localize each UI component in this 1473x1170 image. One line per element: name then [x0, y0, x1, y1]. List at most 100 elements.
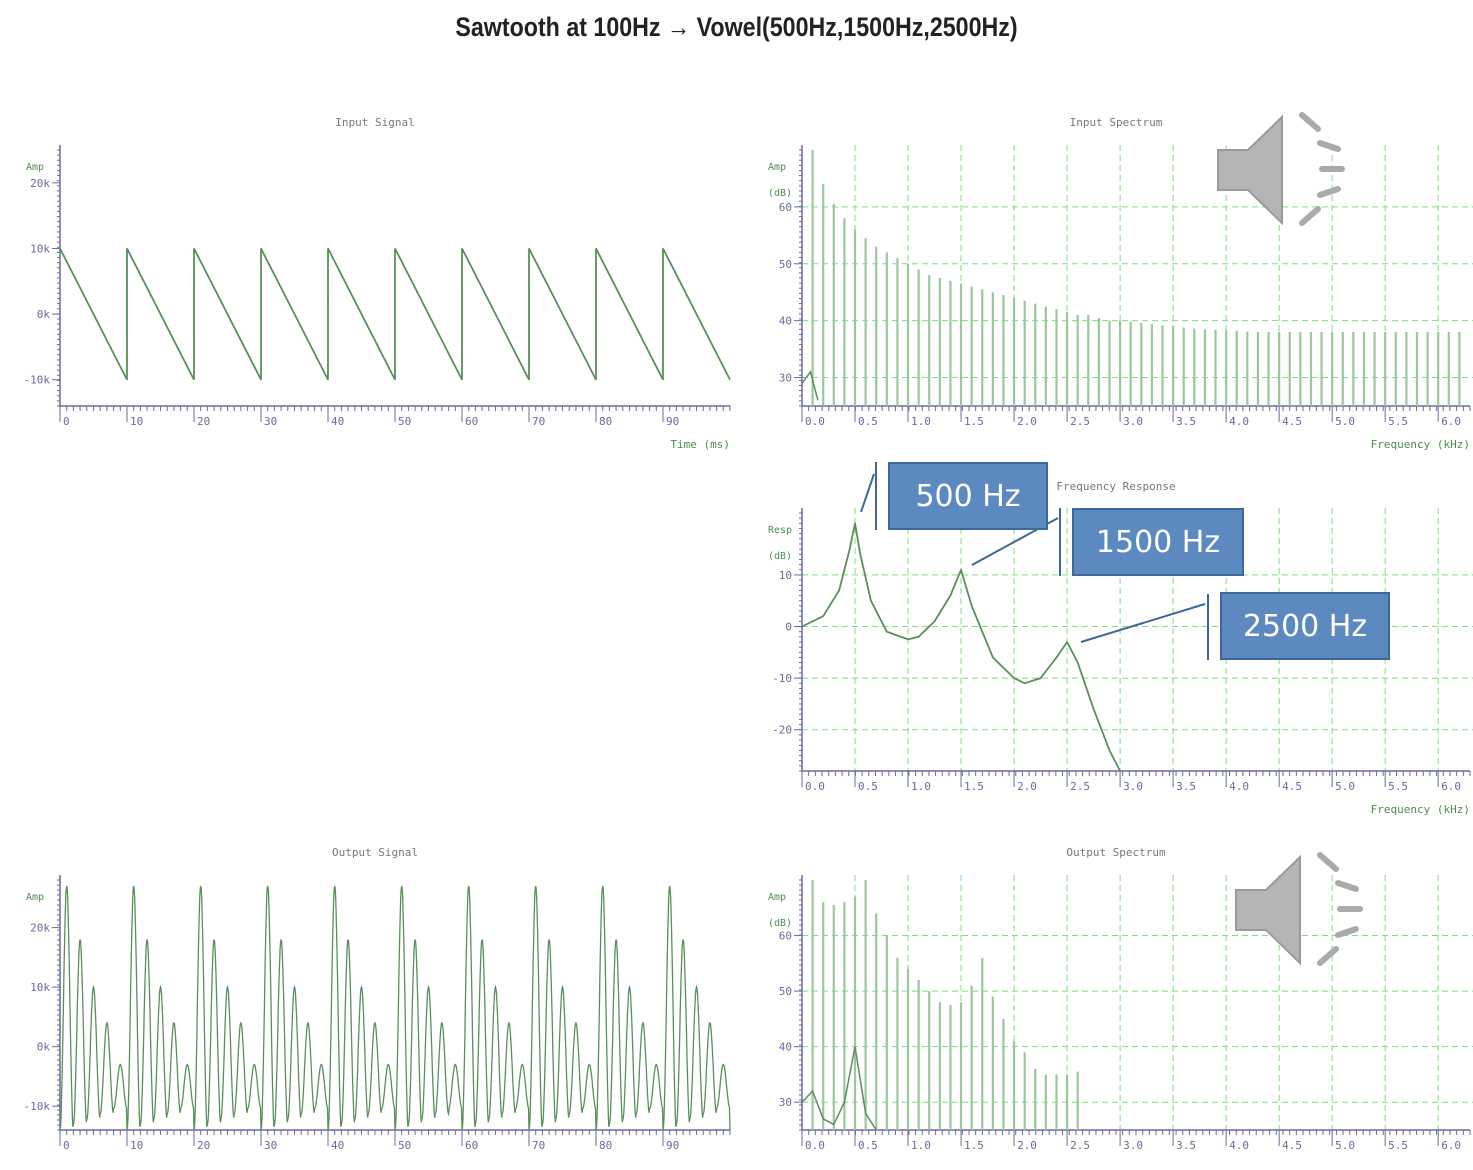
y-tick-label: 0k [37, 308, 51, 321]
output-spectrum-chart: Output Spectrum 0.0 0.5 1.0 1.5 2.0 2.5 3.0 3.5 4… [768, 846, 1473, 1152]
x-tick-label: 0.5 [858, 1139, 878, 1152]
x-tick-label: 0.5 [858, 780, 878, 793]
y-axis-label: Amp [768, 892, 786, 903]
series-line [59, 885, 731, 1131]
sound-wave [1335, 880, 1359, 892]
y-tick-label: 50 [779, 258, 792, 271]
output-spectrum-plot: Output Spectrum 0.0 0.5 1.0 1.5 2.0 2.5 3.0 3.5 4… [740, 840, 1473, 1170]
sound-wave [1317, 186, 1341, 198]
sound-wave [1335, 926, 1359, 938]
sound-wave [1317, 946, 1339, 966]
x-tick-label: 0.0 [805, 780, 825, 793]
y-axis-label: Amp [768, 162, 786, 173]
x-tick-label: 3.5 [1176, 780, 1196, 793]
x-tick-label: 6.0 [1441, 415, 1461, 428]
x-tick-label: 10 [130, 1139, 143, 1152]
x-tick-label: 90 [666, 415, 679, 428]
x-tick-label: 90 [666, 1139, 679, 1152]
x-tick-label: 5.0 [1335, 415, 1355, 428]
x-tick-label: 60 [465, 1139, 478, 1152]
y-tick-label: -10k [24, 1100, 51, 1113]
x-tick-label: 5.0 [1335, 780, 1355, 793]
y-tick-label: 0 [785, 621, 792, 634]
y-tick-label: 20k [30, 922, 50, 935]
page-title: Sawtooth at 100Hz → Vowel(500Hz,1500Hz,2… [455, 12, 1018, 42]
y-axis-label: (dB) [768, 918, 792, 929]
callout-1500hz: 1500 Hz [1072, 508, 1244, 576]
sound-wave [1317, 852, 1339, 872]
x-tick-label: 2.5 [1070, 780, 1090, 793]
chart-title: Output Spectrum [1066, 846, 1166, 859]
x-tick-label: 3.0 [1123, 780, 1143, 793]
leader-500 [860, 473, 875, 513]
x-tick-label: 3.5 [1176, 415, 1196, 428]
x-tick-label: 40 [331, 415, 344, 428]
x-tick-label: 1.5 [964, 780, 984, 793]
x-tick-label: 6.0 [1441, 780, 1461, 793]
chart-title: Input Signal [335, 116, 414, 129]
y-axis-label: (dB) [768, 188, 792, 199]
speaker-icon-input[interactable] [1210, 105, 1360, 235]
x-tick-label: 60 [465, 415, 478, 428]
x-tick-label: 50 [398, 1139, 411, 1152]
x-tick-label: 6.0 [1441, 1139, 1461, 1152]
x-tick-label: 1.0 [911, 1139, 931, 1152]
y-tick-label: 30 [779, 1096, 792, 1109]
x-tick-label: 80 [599, 415, 612, 428]
y-tick-label: 50 [779, 985, 792, 998]
speaker-body [1217, 114, 1283, 226]
series-line [59, 248, 731, 381]
x-tick-label: 4.5 [1282, 415, 1302, 428]
x-tick-label: 4.0 [1229, 780, 1249, 793]
input-signal-plot: Input Signal 0 10 20 30 40 50 60 70 80 90 20k 10k 0k -… [0, 110, 740, 470]
x-tick-label: 0 [63, 1139, 70, 1152]
y-axis-label: (dB) [768, 551, 792, 562]
y-tick-label: 20k [30, 177, 50, 190]
y-tick-label: 0k [37, 1041, 51, 1054]
x-axis-label: Frequency (kHz) [1371, 803, 1470, 816]
x-tick-label: 20 [197, 415, 210, 428]
x-tick-label: 4.0 [1229, 1139, 1249, 1152]
envelope-line [801, 370, 819, 401]
x-tick-label: 1.0 [911, 415, 931, 428]
y-tick-label: 10k [30, 981, 50, 994]
leader-2500 [1080, 603, 1206, 643]
output-signal-plot: Output Signal 0 10 20 30 40 50 60 70 80 90 20k 10k 0k… [0, 840, 740, 1170]
chart-title: Output Signal [332, 846, 418, 859]
y-tick-label: 60 [779, 201, 792, 214]
y-tick-label: -10 [772, 672, 792, 685]
callout-2500hz: 2500 Hz [1220, 592, 1390, 660]
x-tick-label: 4.0 [1229, 415, 1249, 428]
x-axis-label: Frequency (kHz) [1371, 438, 1470, 451]
response-curve [801, 522, 1121, 772]
sound-wave [1317, 140, 1341, 152]
envelope-line [801, 1046, 877, 1131]
y-tick-label: -20 [772, 724, 792, 737]
x-tick-label: 2.0 [1017, 1139, 1037, 1152]
x-tick-label: 70 [532, 1139, 545, 1152]
x-tick-label: 40 [331, 1139, 344, 1152]
x-tick-label: 2.0 [1017, 780, 1037, 793]
y-tick-label: 60 [779, 930, 792, 943]
sound-wave [1299, 206, 1321, 226]
x-tick-label: 10 [130, 415, 143, 428]
x-tick-label: 70 [532, 415, 545, 428]
x-tick-label: 4.5 [1282, 780, 1302, 793]
x-tick-label: 3.0 [1123, 415, 1143, 428]
x-tick-label: 2.0 [1017, 415, 1037, 428]
x-tick-label: 0 [63, 415, 70, 428]
x-tick-label: 5.5 [1388, 415, 1408, 428]
x-tick-label: 1.5 [964, 1139, 984, 1152]
x-tick-label: 5.0 [1335, 1139, 1355, 1152]
x-tick-label: 2.5 [1070, 1139, 1090, 1152]
x-axis-label: Time (ms) [670, 438, 730, 451]
x-tick-label: 5.5 [1388, 780, 1408, 793]
speaker-icon-output[interactable] [1228, 845, 1378, 975]
y-tick-label: 10 [779, 569, 792, 582]
x-tick-label: 4.5 [1282, 1139, 1302, 1152]
y-tick-label: 40 [779, 315, 792, 328]
x-tick-label: 0.0 [805, 415, 825, 428]
speaker-body [1235, 854, 1301, 966]
x-tick-label: 3.0 [1123, 1139, 1143, 1152]
callout-500hz: 500 Hz [888, 462, 1048, 530]
